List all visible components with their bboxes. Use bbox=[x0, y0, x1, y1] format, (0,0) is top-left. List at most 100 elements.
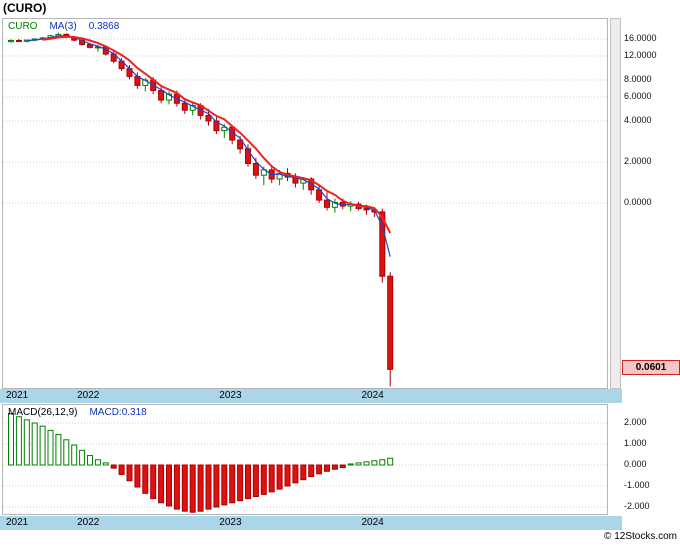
macd-bar-negative bbox=[142, 464, 149, 494]
page-title: (CURO) bbox=[3, 1, 47, 15]
macd-bar-negative bbox=[268, 464, 275, 493]
macd-bar-positive bbox=[102, 462, 109, 466]
macd-bar-negative bbox=[166, 464, 172, 507]
candle-down bbox=[158, 89, 165, 101]
macd-bar-negative bbox=[316, 464, 323, 475]
macd-bar-positive bbox=[39, 425, 46, 466]
ma-value: 0.3868 bbox=[88, 21, 120, 32]
candle-down bbox=[324, 199, 330, 208]
candle-down bbox=[379, 211, 386, 277]
year-label: 2024 bbox=[361, 517, 384, 528]
macd-bar-negative bbox=[110, 464, 117, 469]
macd-axis-label: 2.000 bbox=[624, 417, 647, 427]
candle-down bbox=[387, 275, 394, 370]
macd-name: MACD(26,12,9) bbox=[8, 407, 78, 418]
macd-bar-negative bbox=[173, 464, 180, 510]
macd-bar-negative bbox=[331, 464, 338, 470]
macd-bar-negative bbox=[205, 464, 212, 510]
macd-bar-negative bbox=[276, 464, 283, 490]
macd-bar-negative bbox=[292, 464, 299, 484]
year-label: 2022 bbox=[77, 517, 100, 528]
last-price-badge: 0.0601 bbox=[622, 360, 680, 375]
macd-bar-negative bbox=[221, 464, 228, 506]
chart-scrollbar[interactable] bbox=[610, 18, 621, 389]
candle-down bbox=[245, 148, 251, 164]
candle-down bbox=[363, 208, 370, 211]
macd-value: MACD:0.318 bbox=[89, 407, 147, 418]
price-axis-label: 8.0000 bbox=[624, 74, 652, 84]
macd-bar-positive bbox=[31, 422, 38, 466]
ma3-line bbox=[26, 35, 391, 257]
macd-bar-positive bbox=[363, 461, 370, 466]
macd-bar-positive bbox=[379, 459, 386, 466]
macd-bar-negative bbox=[308, 464, 315, 478]
macd-bar-negative bbox=[213, 464, 220, 508]
candle-up bbox=[8, 39, 14, 43]
macd-panel: MACD(26,12,9) MACD:0.318 bbox=[2, 404, 608, 515]
macd-axis-label: 0.000 bbox=[624, 459, 647, 469]
price-axis-label: 0.0000 bbox=[624, 197, 652, 207]
macd-axis-label: 1.000 bbox=[624, 438, 647, 448]
macd-bar-positive bbox=[71, 444, 78, 466]
macd-bar-negative bbox=[118, 464, 125, 475]
symbol-label: CURO bbox=[8, 21, 38, 32]
price-axis-label: 12.0000 bbox=[624, 50, 657, 61]
candle-up bbox=[276, 172, 283, 180]
price-axis-label: 16.0000 bbox=[624, 33, 657, 43]
year-label: 2022 bbox=[77, 390, 100, 401]
candle-up bbox=[221, 126, 228, 132]
macd-bar-negative bbox=[229, 464, 236, 504]
macd-bar-positive bbox=[355, 462, 362, 466]
candle-down bbox=[205, 114, 212, 122]
price-axis-label: 4.0000 bbox=[624, 115, 652, 125]
macd-bar-negative bbox=[260, 464, 267, 495]
macd-bar-positive bbox=[371, 460, 378, 466]
macd-bar-positive bbox=[63, 439, 70, 466]
price-chart-canvas bbox=[3, 32, 607, 387]
copyright: © 12Stocks.com bbox=[604, 531, 677, 542]
macd-canvas bbox=[3, 413, 607, 513]
candle-down bbox=[213, 120, 220, 132]
macd-bar-negative bbox=[126, 464, 133, 482]
candle-down bbox=[15, 39, 22, 42]
year-label: 2023 bbox=[219, 517, 242, 528]
macd-bar-negative bbox=[150, 464, 157, 500]
macd-bar-positive bbox=[347, 463, 354, 466]
macd-bar-negative bbox=[237, 464, 244, 502]
candle-down bbox=[252, 162, 259, 176]
macd-axis-label: -1.000 bbox=[624, 480, 650, 490]
macd-bar-positive bbox=[47, 429, 54, 466]
year-label: 2024 bbox=[361, 390, 384, 401]
candle-up bbox=[331, 201, 338, 208]
candle-down bbox=[237, 139, 244, 150]
macd-bar-negative bbox=[245, 464, 251, 500]
macd-bar-negative bbox=[158, 464, 165, 504]
macd-bar-positive bbox=[79, 449, 86, 466]
macd-bar-positive bbox=[15, 416, 22, 466]
macd-bar-positive bbox=[55, 434, 62, 466]
x-axis-band-main: 2021 2022 2023 2024 bbox=[0, 389, 622, 403]
ma-label: MA(3) bbox=[49, 21, 77, 32]
macd-bar-positive bbox=[23, 419, 30, 466]
macd-bar-negative bbox=[189, 464, 196, 513]
macd-bar-positive bbox=[87, 455, 93, 466]
year-label: 2021 bbox=[6, 517, 29, 528]
ma-slow-line bbox=[42, 35, 392, 234]
price-axis-label: 2.0000 bbox=[624, 156, 652, 166]
macd-bar-negative bbox=[134, 464, 141, 488]
macd-bar-negative bbox=[284, 464, 291, 487]
macd-bar-negative bbox=[197, 464, 204, 512]
year-label: 2023 bbox=[219, 390, 242, 401]
macd-bar-negative bbox=[300, 464, 307, 481]
macd-bar-positive bbox=[8, 413, 14, 466]
macd-bar-negative bbox=[181, 464, 188, 512]
price-chart-panel: CURO MA(3) 0.3868 bbox=[2, 18, 608, 389]
macd-legend: MACD(26,12,9) MACD:0.318 bbox=[8, 407, 147, 418]
macd-bar-negative bbox=[339, 464, 346, 469]
macd-bar-negative bbox=[252, 464, 259, 497]
macd-bar-positive bbox=[387, 457, 394, 466]
macd-axis-label: -2.000 bbox=[624, 501, 650, 511]
year-label: 2021 bbox=[6, 390, 29, 401]
x-axis-band-macd: 2021 2022 2023 2024 bbox=[0, 516, 622, 530]
